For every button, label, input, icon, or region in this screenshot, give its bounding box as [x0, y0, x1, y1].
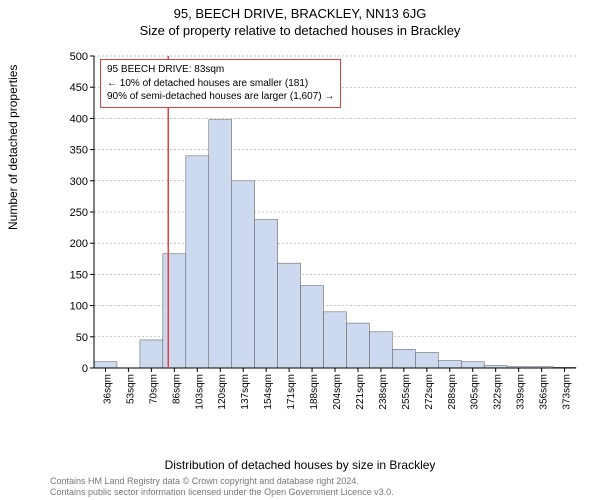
svg-text:305sqm: 305sqm: [470, 374, 481, 410]
callout-line-1: 95 BEECH DRIVE: 83sqm: [107, 63, 334, 77]
footer-line-1: Contains HM Land Registry data © Crown c…: [50, 476, 394, 487]
svg-text:250: 250: [70, 207, 88, 219]
svg-text:70sqm: 70sqm: [148, 374, 159, 404]
svg-text:221sqm: 221sqm: [355, 374, 366, 410]
svg-text:339sqm: 339sqm: [516, 374, 527, 410]
y-axis-label: Number of detached properties: [6, 65, 20, 230]
svg-text:373sqm: 373sqm: [562, 374, 573, 410]
svg-text:200: 200: [70, 238, 88, 250]
x-axis-label: Distribution of detached houses by size …: [0, 458, 600, 472]
svg-text:154sqm: 154sqm: [263, 374, 274, 410]
svg-text:86sqm: 86sqm: [171, 374, 182, 404]
svg-text:188sqm: 188sqm: [309, 374, 320, 410]
reference-callout: 95 BEECH DRIVE: 83sqm ← 10% of detached …: [100, 59, 341, 108]
chart-container: 95, BEECH DRIVE, BRACKLEY, NN13 6JG Size…: [0, 0, 600, 500]
svg-text:171sqm: 171sqm: [286, 374, 297, 410]
footer-attribution: Contains HM Land Registry data © Crown c…: [50, 476, 394, 499]
svg-text:36sqm: 36sqm: [102, 374, 113, 404]
svg-text:356sqm: 356sqm: [539, 374, 550, 410]
chart-subtitle: Size of property relative to detached ho…: [0, 21, 600, 38]
svg-text:120sqm: 120sqm: [217, 374, 228, 410]
svg-text:255sqm: 255sqm: [401, 374, 412, 410]
svg-text:500: 500: [70, 52, 88, 63]
callout-line-3: 90% of semi-detached houses are larger (…: [107, 90, 334, 104]
svg-text:350: 350: [70, 145, 88, 157]
svg-text:50: 50: [76, 332, 88, 344]
svg-text:150: 150: [70, 269, 88, 281]
svg-text:450: 450: [70, 82, 88, 94]
callout-line-2: ← 10% of detached houses are smaller (18…: [107, 77, 334, 91]
svg-text:300: 300: [70, 176, 88, 188]
svg-text:322sqm: 322sqm: [493, 374, 504, 410]
svg-text:400: 400: [70, 113, 88, 125]
svg-text:288sqm: 288sqm: [447, 374, 458, 410]
footer-line-2: Contains public sector information licen…: [50, 487, 394, 498]
svg-text:137sqm: 137sqm: [240, 374, 251, 410]
svg-text:238sqm: 238sqm: [378, 374, 389, 410]
svg-text:103sqm: 103sqm: [194, 374, 205, 410]
svg-text:0: 0: [82, 363, 88, 375]
svg-text:100: 100: [70, 301, 88, 313]
svg-text:204sqm: 204sqm: [332, 374, 343, 410]
svg-text:272sqm: 272sqm: [424, 374, 435, 410]
svg-text:53sqm: 53sqm: [125, 374, 136, 404]
chart-title: 95, BEECH DRIVE, BRACKLEY, NN13 6JG: [0, 0, 600, 21]
